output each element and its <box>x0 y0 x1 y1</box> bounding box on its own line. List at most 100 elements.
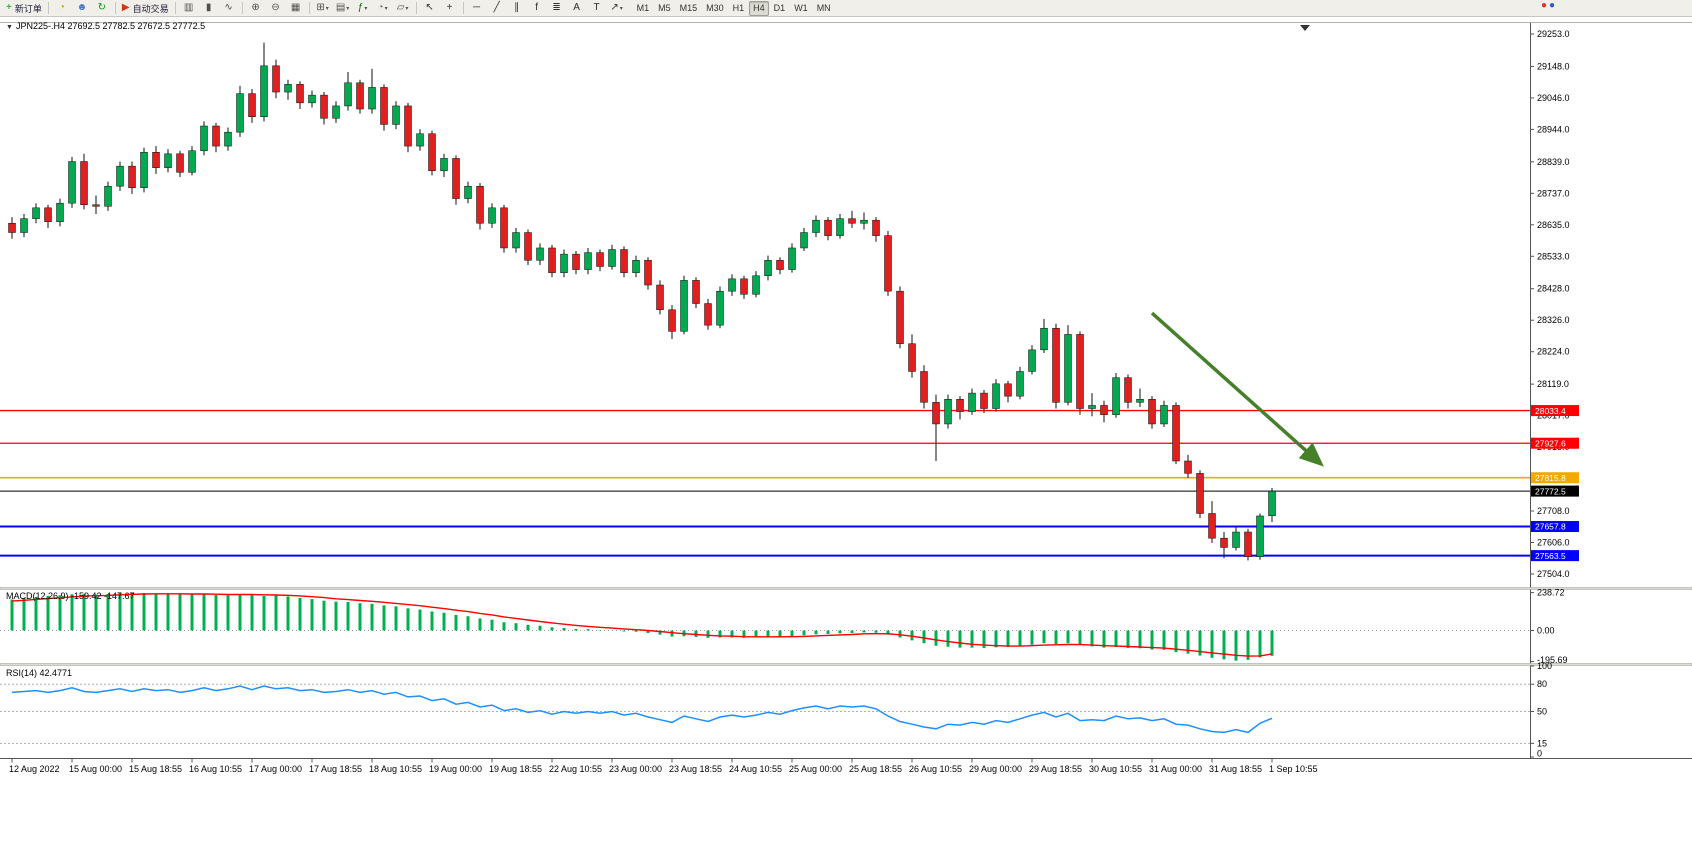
new-order-button-label: 新订单 <box>14 3 42 14</box>
trend-arrow[interactable] <box>1150 311 1324 467</box>
price-axis-label: 27606.0 <box>1537 538 1570 548</box>
candle-bearish <box>524 232 532 261</box>
indicators-button[interactable]: ƒ ▾ <box>353 0 373 16</box>
new-order-button[interactable]: + 新订单 <box>3 0 45 16</box>
time-axis-label: 24 Aug 10:55 <box>729 764 782 774</box>
candle-bullish <box>992 383 1000 409</box>
candle-bullish <box>1268 490 1276 517</box>
candle-bearish <box>668 309 676 332</box>
price-axis-label: 28839.0 <box>1537 157 1570 167</box>
candle-bearish <box>704 303 712 326</box>
candle-bearish <box>776 260 784 270</box>
candle-bullish <box>788 247 796 270</box>
candle-bearish <box>896 290 904 344</box>
zoom-in-button[interactable]: ⊕ <box>246 0 266 16</box>
timeframe-h4-button[interactable]: H4 <box>749 0 769 16</box>
candle-bullish <box>1016 371 1024 397</box>
candle-bullish <box>752 275 760 295</box>
chart-frame <box>0 22 1692 759</box>
periods-button[interactable]: ◔ ▾ <box>373 0 393 16</box>
price-axis-label: 29046.0 <box>1537 93 1570 103</box>
price-badge <box>1531 550 1579 562</box>
candle-bullish <box>536 247 544 261</box>
candle-bearish <box>884 235 892 292</box>
candle-bullish <box>368 87 376 110</box>
candle-bearish <box>296 84 304 104</box>
candles-chart-button[interactable]: ▮ <box>199 0 219 16</box>
templates-button[interactable]: ▱ ▾ <box>393 0 413 16</box>
timeframe-m1-button[interactable]: M1 <box>636 3 650 13</box>
arrows-tool-button[interactable]: ↗ ▾ <box>607 0 627 16</box>
timeframe-mn-button[interactable]: MN <box>816 3 831 13</box>
candle-bullish <box>680 280 688 332</box>
market-watch-button[interactable]: ☻ <box>72 0 92 16</box>
timeframe-d1-button[interactable]: D1 <box>773 3 786 13</box>
fibonacci-tool-button[interactable]: f <box>527 0 547 16</box>
new-chart-icon: ⊞ <box>316 2 325 13</box>
text-tool-button[interactable]: A <box>567 0 587 16</box>
profiles-button[interactable]: ▤ ▾ <box>333 0 353 16</box>
autotrading-icon: ▶ <box>121 2 130 13</box>
chart-window-button[interactable]: ◔ <box>52 0 72 16</box>
candle-bearish <box>872 219 880 236</box>
candle-bearish <box>92 204 100 207</box>
timeframe-h1-button[interactable]: H1 <box>732 3 745 13</box>
candle-bearish <box>44 207 52 222</box>
candle-bullish <box>1136 399 1144 403</box>
candle-bearish <box>980 392 988 409</box>
community-red-icon[interactable]: ● <box>1541 0 1548 11</box>
macd-indicator-header: MACD(12,26,9) -159.42 -147.67 <box>6 591 135 601</box>
autotrading-button[interactable]: ▶ 自动交易 <box>119 0 172 16</box>
macd-panel-separator[interactable] <box>0 587 1692 590</box>
tile-windows-button[interactable]: ▦ <box>286 0 306 16</box>
grid-tool-button[interactable]: ≣ <box>547 0 567 16</box>
price-badge-label: 27657.8 <box>1535 522 1566 532</box>
ohlc-collapse-icon[interactable]: ▼ <box>6 24 13 31</box>
timeframe-m15-button[interactable]: M15 <box>679 3 698 13</box>
timeframe-m5-button[interactable]: M5 <box>658 3 671 13</box>
toolbar-separator <box>308 2 310 14</box>
community-blue-icon[interactable]: ● <box>1549 0 1556 11</box>
crosshair-button[interactable]: + <box>440 0 460 16</box>
candle-bearish <box>128 165 136 189</box>
refresh-button[interactable]: ↻ <box>92 0 112 16</box>
bars-chart-button[interactable]: ▥ <box>179 0 199 16</box>
trendline-tool-button[interactable]: ╱ <box>487 0 507 16</box>
candle-bullish <box>632 260 640 273</box>
timeframe-w1-button[interactable]: W1 <box>794 3 808 13</box>
toolbar-separator <box>174 2 176 14</box>
new-chart-button[interactable]: ⊞ ▾ <box>313 0 333 16</box>
toolbar-separator <box>415 2 417 14</box>
rsi-panel-separator[interactable] <box>0 663 1692 666</box>
rsi-axis: 100 80 50 150 <box>1530 661 1552 759</box>
hline-tool-button[interactable]: ─ <box>467 0 487 16</box>
candle-bearish <box>212 125 220 147</box>
candle-bearish <box>152 152 160 168</box>
channel-tool-button[interactable]: ∥ <box>507 0 527 16</box>
time-axis-label: 25 Aug 00:00 <box>789 764 842 774</box>
chevron-down-icon: ▾ <box>619 5 623 12</box>
chart-shift-marker[interactable] <box>1300 25 1310 31</box>
toolbar-separator <box>114 2 116 14</box>
line-chart-button[interactable]: ∿ <box>219 0 239 16</box>
zoom-out-button[interactable]: ⊖ <box>266 0 286 16</box>
candle-bullish <box>416 133 424 147</box>
time-axis[interactable]: 12 Aug 2022 15 Aug 00:00 15 Aug 18:55 16 Au… <box>9 758 1318 775</box>
price-badge <box>1531 521 1579 533</box>
rsi-axis-label: 100 <box>1537 661 1552 671</box>
chart-canvas[interactable]: 29253.0 29148.0 29046.0 28944.0 28839.0 28737… <box>0 17 1692 841</box>
candle-bearish <box>824 219 832 236</box>
text-tool-icon: A <box>573 2 580 13</box>
time-axis-label: 17 Aug 18:55 <box>309 764 362 774</box>
time-axis-label: 31 Aug 00:00 <box>1149 764 1202 774</box>
label-tool-button[interactable]: T <box>587 0 607 16</box>
candle-bearish <box>1208 513 1216 539</box>
candle-bearish <box>176 153 184 173</box>
candle-bullish <box>1028 349 1036 372</box>
time-axis-label: 19 Aug 00:00 <box>429 764 482 774</box>
candle-bearish <box>1244 531 1252 557</box>
cursor-button[interactable]: ↖ <box>420 0 440 16</box>
rsi-axis-label: 50 <box>1537 707 1547 717</box>
candle-bullish <box>32 207 40 219</box>
timeframe-m30-button[interactable]: M30 <box>706 3 724 13</box>
